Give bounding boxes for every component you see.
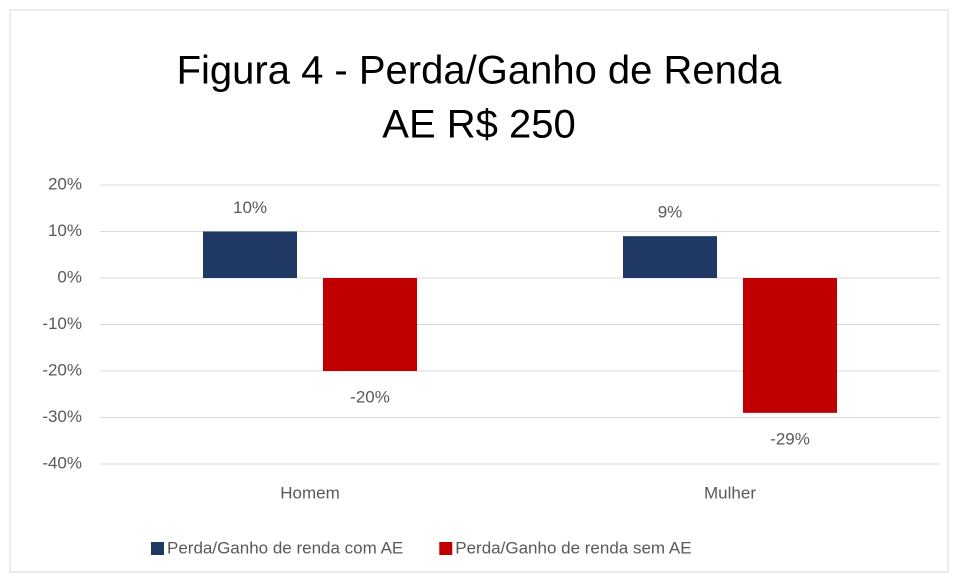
- data-label: -20%: [350, 387, 390, 406]
- y-tick-label: -20%: [42, 360, 82, 379]
- data-label: 9%: [658, 203, 683, 222]
- legend-swatch: [151, 542, 164, 555]
- y-tick-label: 10%: [48, 221, 82, 240]
- y-tick-label: 20%: [48, 174, 82, 193]
- legend-label: Perda/Ganho de renda com AE: [167, 538, 403, 557]
- legend-label: Perda/Ganho de renda sem AE: [455, 538, 691, 557]
- data-label: 10%: [233, 198, 267, 217]
- bar: [623, 236, 717, 278]
- chart-title: AE R$ 250: [382, 103, 575, 147]
- x-tick-label: Mulher: [704, 483, 756, 502]
- y-tick-label: -40%: [42, 453, 82, 472]
- y-tick-label: -30%: [42, 407, 82, 426]
- y-tick-label: -10%: [42, 314, 82, 333]
- chart-title: Figura 4 - Perda/Ganho de Renda: [177, 49, 783, 93]
- legend-swatch: [439, 542, 453, 555]
- data-label: -29%: [770, 429, 810, 448]
- bar: [743, 278, 837, 413]
- bar: [323, 278, 417, 371]
- bar: [203, 231, 297, 278]
- y-tick-label: 0%: [57, 267, 82, 286]
- x-tick-label: Homem: [280, 483, 340, 502]
